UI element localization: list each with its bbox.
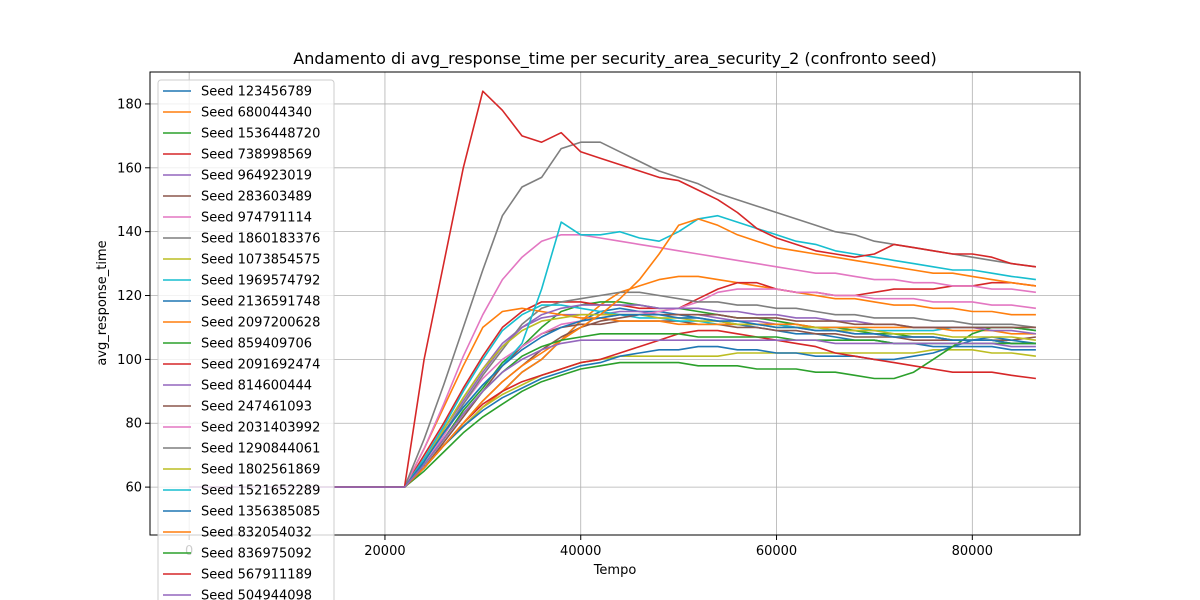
legend-label: Seed 247461093 [201, 400, 312, 415]
x-tick-label: 40000 [560, 544, 601, 559]
y-tick-label: 160 [117, 161, 142, 176]
series-line [189, 313, 1036, 488]
series-line [189, 313, 1037, 488]
legend-label: Seed 859409706 [201, 337, 312, 352]
series-line [189, 218, 1037, 488]
y-tick-label: 60 [125, 481, 142, 496]
y-tick-label: 140 [117, 225, 142, 240]
x-tick-label: 20000 [364, 544, 405, 559]
legend-label: Seed 123456789 [201, 85, 312, 100]
legend: Seed 123456789 Seed 680044340 Seed 1536448… [157, 79, 335, 600]
legend-label: Seed 974791114 [201, 211, 312, 226]
legend-label: Seed 964923019 [201, 169, 312, 184]
series-line [189, 336, 1037, 488]
series-line [189, 90, 1037, 488]
series-line [189, 326, 1037, 488]
series-line [189, 275, 1036, 488]
legend-label: Seed 504944098 [201, 589, 312, 600]
legend-label: Seed 814600444 [201, 379, 312, 394]
y-axis-label: avg_response_time [95, 240, 110, 365]
series-line [189, 291, 1037, 488]
legend-label: Seed 1536448720 [201, 127, 320, 142]
legend-label: Seed 1860183376 [201, 232, 320, 247]
legend-label: Seed 283603489 [201, 190, 312, 205]
legend-label: Seed 2031403992 [201, 421, 320, 436]
legend-label: Seed 1802561869 [201, 463, 320, 478]
x-axis-ticks: 020000400006000080000 [185, 535, 993, 559]
x-tick-label: 60000 [756, 544, 797, 559]
series-line [189, 281, 1037, 488]
legend-label: Seed 680044340 [201, 106, 312, 121]
plot-frame [149, 71, 1081, 536]
x-tick-label: 80000 [952, 544, 993, 559]
legend-label: Seed 832054032 [201, 526, 312, 541]
series-line [189, 234, 1037, 488]
y-tick-label: 180 [117, 97, 142, 112]
x-axis-label: Tempo [593, 563, 637, 578]
legend-label: Seed 836975092 [201, 547, 312, 562]
series-line [189, 339, 1036, 488]
y-tick-label: 120 [117, 289, 142, 304]
legend-label: Seed 2097200628 [201, 316, 320, 331]
legend-label: Seed 1521652289 [201, 484, 320, 499]
legend-label: Seed 1356385085 [201, 505, 320, 520]
chart-title: Andamento di avg_response_time per secur… [293, 49, 937, 69]
legend-box [157, 79, 335, 600]
legend-label: Seed 1290844061 [201, 442, 320, 457]
legend-label: Seed 2136591748 [201, 295, 320, 310]
legend-label: Seed 1969574792 [201, 274, 320, 289]
series-line [189, 348, 1037, 488]
y-axis-ticks: 60 80 100 120 140 160 180 [117, 97, 150, 496]
series-lines [189, 90, 1037, 488]
series-line [189, 329, 1037, 488]
y-tick-label: 100 [117, 353, 142, 368]
legend-label: Seed 738998569 [201, 148, 312, 163]
legend-label: Seed 2091692474 [201, 358, 320, 373]
series-line [189, 288, 1037, 488]
series-line [189, 304, 1037, 488]
y-tick-label: 80 [125, 417, 142, 432]
legend-label: Seed 1073854575 [201, 253, 320, 268]
legend-label: Seed 567911189 [201, 568, 312, 583]
